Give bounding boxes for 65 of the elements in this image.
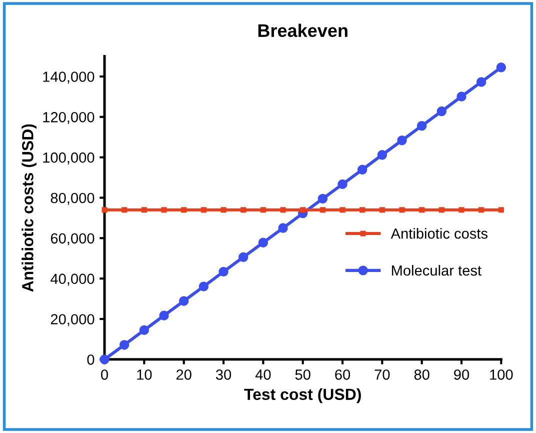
y-axis-title: Antibiotic costs (USD)	[22, 124, 37, 292]
point	[141, 207, 147, 213]
point	[159, 310, 169, 320]
point	[119, 340, 130, 350]
point	[258, 238, 268, 248]
point	[436, 106, 447, 116]
point	[181, 207, 187, 213]
point	[340, 207, 346, 213]
x-axis-title: Test cost (USD)	[244, 388, 361, 404]
point	[300, 207, 306, 213]
point	[278, 223, 288, 233]
point	[320, 207, 326, 213]
point	[220, 207, 226, 213]
point	[122, 207, 128, 213]
x-tick-label: 0	[101, 369, 108, 380]
point	[360, 207, 366, 213]
point	[198, 282, 209, 292]
point	[399, 207, 405, 213]
point	[218, 266, 228, 277]
point	[100, 354, 110, 364]
point	[419, 207, 425, 213]
point	[178, 296, 189, 306]
point	[200, 207, 206, 213]
point	[377, 150, 388, 160]
y-tick-label: 80,000	[50, 192, 94, 205]
x-tick-label: 50	[295, 369, 310, 380]
point	[496, 62, 506, 72]
point	[456, 92, 466, 102]
x-tick-label: 60	[335, 369, 350, 380]
point	[438, 207, 444, 213]
point	[260, 207, 266, 213]
point	[476, 77, 486, 87]
point	[397, 135, 407, 146]
point	[458, 207, 464, 213]
point	[416, 120, 427, 131]
point	[161, 207, 167, 213]
point	[280, 207, 286, 213]
y-tick-label: 0	[87, 354, 94, 365]
legend-label: Antibiotic costs	[390, 228, 488, 239]
y-tick-label: 140,000	[43, 72, 94, 84]
x-tick-label: 30	[216, 369, 232, 380]
legend-label: Molecular test	[392, 264, 482, 276]
x-tick-label: 70	[374, 369, 390, 380]
y-tick-label: 120,000	[43, 112, 94, 124]
x-tick-label: 90	[454, 369, 470, 380]
point	[357, 164, 368, 175]
x-tick-label: 10	[137, 369, 152, 380]
point	[139, 325, 150, 335]
y-tick-label: 60,000	[50, 233, 94, 246]
chart-title: Breakeven	[258, 24, 348, 38]
y-tick-label: 100,000	[43, 152, 94, 164]
x-tick-label: 100	[490, 369, 513, 380]
point	[498, 207, 504, 213]
point	[318, 194, 328, 204]
x-tick-label: 80	[414, 369, 430, 380]
point	[478, 207, 484, 213]
point	[379, 207, 385, 213]
y-tick-label: 40,000	[50, 274, 94, 286]
x-tick-label: 40	[255, 369, 271, 380]
point	[102, 207, 108, 213]
y-tick-label: 20,000	[50, 314, 94, 326]
point	[338, 179, 348, 190]
point	[238, 252, 248, 262]
x-tick-label: 20	[176, 369, 192, 380]
point	[240, 207, 246, 213]
